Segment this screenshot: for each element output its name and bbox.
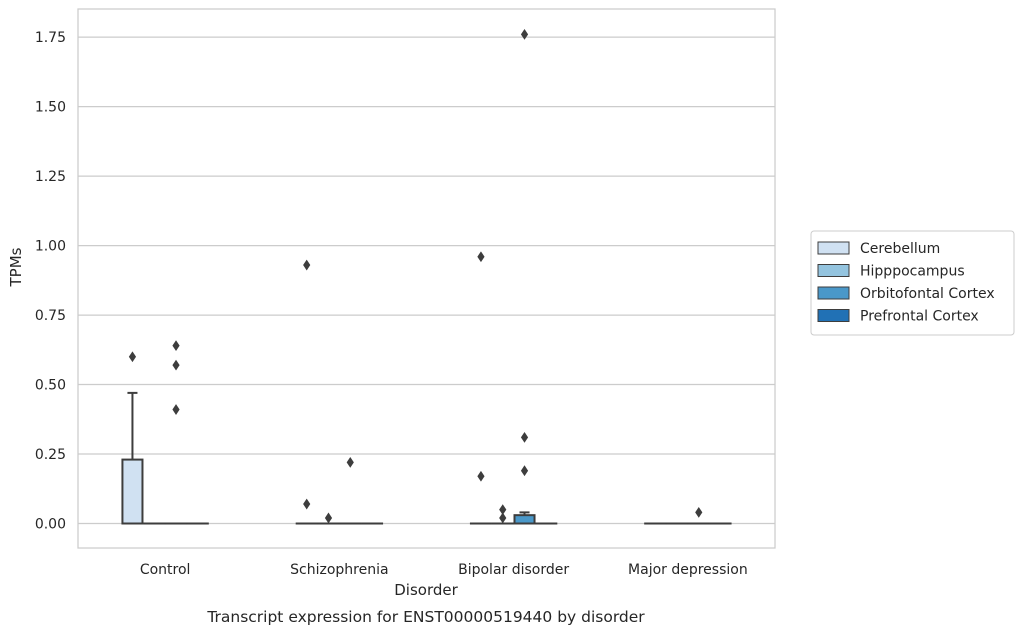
x-tick-label: Bipolar disorder [458, 562, 569, 578]
y-tick-label: 1.75 [35, 30, 66, 46]
outlier-point [499, 512, 507, 524]
x-axis-label: Disorder [394, 581, 458, 599]
legend-item: Cerebellum [817, 241, 940, 257]
y-tick-label: 0.00 [35, 517, 66, 533]
boxes [121, 391, 732, 525]
outlier-point [303, 259, 311, 271]
y-tick-label: 1.25 [35, 169, 66, 185]
outlier-point [172, 404, 180, 415]
y-axis-ticks: 0.00 0.25 0.50 0.75 1.00 1.25 1.50 1.75 [35, 30, 66, 532]
legend-frame [810, 230, 1015, 336]
legend-label: Hipppocampus [860, 264, 965, 280]
outlier-point [520, 465, 529, 477]
plot-frame [77, 8, 776, 549]
y-tick-label: 1.50 [35, 100, 66, 116]
x-axis-ticks: Control Schizophrenia Bipolar disorder Majo… [140, 562, 748, 578]
outlier-point [520, 28, 529, 40]
legend-items: Cerebellum Hipppocampus Orbitofontal Corte… [817, 241, 995, 325]
outliers [128, 28, 703, 524]
legend-item: Hipppocampus [817, 264, 965, 280]
box-cerebellum [121, 391, 144, 525]
outlier-point [172, 359, 180, 371]
chart-caption: Transcript expression for ENST0000051944… [206, 608, 645, 626]
outlier-point [477, 251, 485, 263]
outlier-point [324, 512, 333, 524]
y-tick-label: 0.25 [35, 447, 66, 463]
x-tick-label: Control [140, 562, 191, 578]
y-tick-label: 0.75 [35, 308, 66, 324]
outlier-point [520, 431, 529, 443]
outlier-point [128, 351, 137, 363]
outlier-point [477, 470, 485, 482]
legend-label: Orbitofontal Cortex [860, 286, 995, 302]
legend-swatch [817, 241, 850, 255]
x-tick-label: Schizophrenia [290, 562, 388, 578]
legend-label: Cerebellum [860, 241, 940, 257]
outlier-point [172, 340, 180, 352]
legend-swatch [817, 264, 850, 277]
y-tick-label: 1.00 [35, 239, 66, 255]
box-orbitofontal-cortex [513, 511, 536, 525]
y-tick-label: 0.50 [35, 378, 66, 394]
legend-item: Prefrontal Cortex [817, 309, 979, 325]
box-body [121, 458, 144, 525]
legend-swatch [817, 286, 850, 300]
outlier-point [499, 504, 507, 516]
legend-swatch [817, 309, 850, 322]
legend-label: Prefrontal Cortex [860, 309, 979, 325]
legend-item: Orbitofontal Cortex [817, 286, 995, 302]
gridlines [78, 36, 775, 525]
outlier-point [303, 498, 311, 510]
outlier-point [695, 506, 703, 518]
box-body [513, 514, 536, 525]
y-axis-label: TPMs [7, 247, 25, 287]
legend: Cerebellum Hipppocampus Orbitofontal Corte… [810, 230, 1015, 336]
x-tick-label: Major depression [628, 562, 748, 578]
outlier-point [346, 456, 354, 468]
